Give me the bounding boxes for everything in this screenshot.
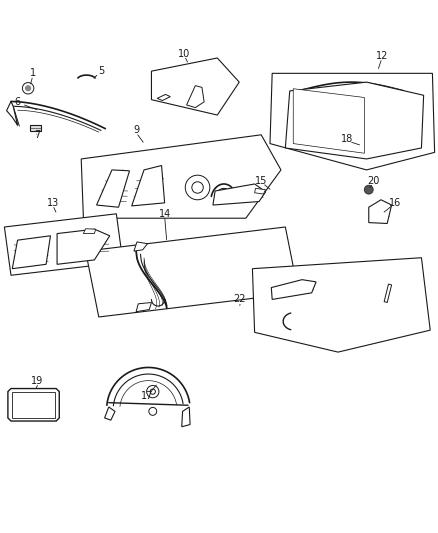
Circle shape <box>364 185 372 194</box>
Text: 16: 16 <box>388 198 400 208</box>
Text: 5: 5 <box>98 66 104 76</box>
Polygon shape <box>12 392 55 418</box>
Polygon shape <box>254 188 265 194</box>
Text: 22: 22 <box>233 294 245 304</box>
Polygon shape <box>293 88 364 154</box>
Text: 14: 14 <box>158 209 170 219</box>
Circle shape <box>146 385 159 398</box>
Polygon shape <box>212 184 265 205</box>
Text: 18: 18 <box>340 134 352 144</box>
Polygon shape <box>151 58 239 115</box>
Circle shape <box>25 86 31 91</box>
Polygon shape <box>186 86 204 108</box>
Text: 17: 17 <box>141 391 153 401</box>
Text: 20: 20 <box>366 176 378 186</box>
Polygon shape <box>368 200 391 223</box>
Polygon shape <box>252 258 429 352</box>
Polygon shape <box>383 284 391 303</box>
Polygon shape <box>4 214 123 275</box>
Text: 9: 9 <box>133 125 139 135</box>
Circle shape <box>191 182 203 193</box>
Polygon shape <box>57 229 110 264</box>
Circle shape <box>22 83 34 94</box>
Circle shape <box>185 175 209 200</box>
Text: 6: 6 <box>14 97 21 107</box>
Polygon shape <box>269 74 434 170</box>
Polygon shape <box>285 82 423 159</box>
Polygon shape <box>12 236 50 269</box>
Text: 12: 12 <box>375 51 387 61</box>
Polygon shape <box>136 303 151 312</box>
Polygon shape <box>7 101 18 125</box>
Text: 13: 13 <box>46 198 59 208</box>
Polygon shape <box>96 170 129 207</box>
Polygon shape <box>131 166 164 206</box>
Text: 7: 7 <box>34 130 40 140</box>
Polygon shape <box>8 389 59 421</box>
Circle shape <box>150 389 155 394</box>
Polygon shape <box>104 407 115 420</box>
Text: 19: 19 <box>31 376 43 386</box>
Polygon shape <box>271 280 315 300</box>
Polygon shape <box>30 125 41 131</box>
Polygon shape <box>81 135 280 218</box>
Polygon shape <box>134 242 147 251</box>
Text: 1: 1 <box>30 68 36 78</box>
Text: 15: 15 <box>254 176 267 186</box>
Circle shape <box>148 407 156 415</box>
Polygon shape <box>157 94 170 101</box>
Polygon shape <box>83 229 95 233</box>
Polygon shape <box>181 407 190 427</box>
Text: 10: 10 <box>178 49 190 59</box>
Polygon shape <box>85 227 298 317</box>
